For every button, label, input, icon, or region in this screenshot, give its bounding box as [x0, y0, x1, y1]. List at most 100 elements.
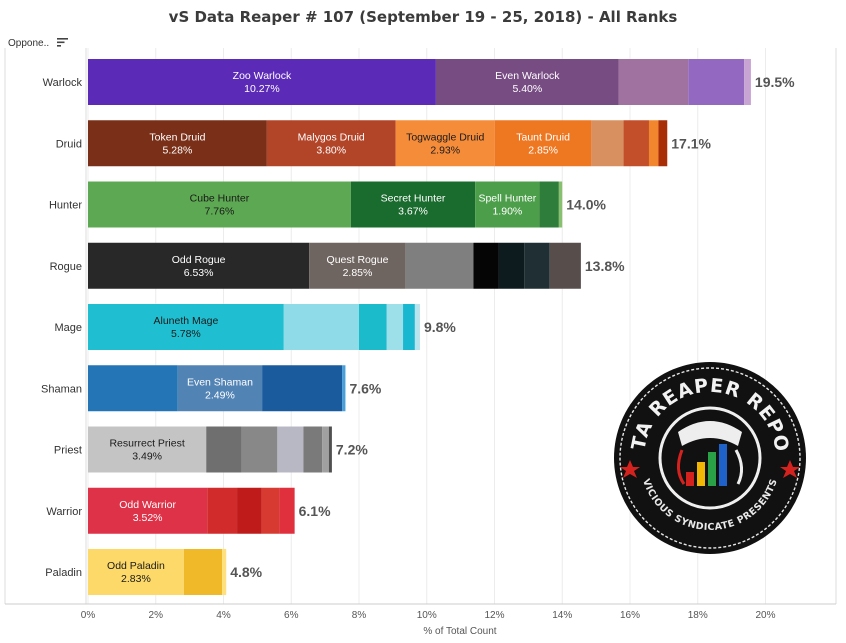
- bar-segment[interactable]: [283, 304, 359, 350]
- bar-segment[interactable]: [277, 426, 304, 473]
- segment-label: Secret Hunter: [381, 193, 446, 205]
- bar-segment[interactable]: [744, 59, 751, 105]
- segment-value-label: 2.85%: [528, 144, 558, 156]
- bar-segment[interactable]: [222, 549, 227, 595]
- x-tick-label: 16%: [620, 610, 640, 621]
- bar-segment[interactable]: [88, 120, 267, 167]
- bar-segment[interactable]: [386, 304, 404, 350]
- segment-value-label: 3.49%: [132, 451, 162, 463]
- bar-segment[interactable]: [623, 120, 649, 167]
- category-label: Rogue: [50, 261, 82, 273]
- segment-value-label: 1.90%: [492, 206, 522, 218]
- x-axis-ticks: 0% 2% 4% 6% 8% 10% 12% 14% 16% 18% 20%: [81, 610, 776, 621]
- bar-segment[interactable]: [549, 242, 581, 289]
- bar-total-label: 6.1%: [299, 503, 331, 519]
- category-label: Warlock: [43, 77, 83, 89]
- bar-segment[interactable]: [395, 120, 495, 167]
- bar-segment[interactable]: [350, 181, 476, 228]
- bar-segment[interactable]: [88, 304, 284, 350]
- bar-segment[interactable]: [88, 181, 351, 228]
- segment-value-label: 3.52%: [133, 512, 163, 524]
- bar-segment[interactable]: [266, 120, 396, 167]
- segment-value-label: 5.78%: [171, 328, 201, 340]
- bar-segment[interactable]: [498, 242, 525, 289]
- bar-segment[interactable]: [359, 304, 387, 350]
- segment-label: Cube Hunter: [190, 193, 250, 205]
- bar-segment[interactable]: [475, 181, 540, 228]
- axis-lines: [4, 48, 837, 605]
- bar-segment[interactable]: [262, 365, 343, 412]
- segment-label: Malygos Druid: [298, 131, 365, 143]
- bar-segment[interactable]: [88, 242, 310, 289]
- x-tick-label: 6%: [284, 610, 299, 621]
- bar-segment[interactable]: [183, 549, 223, 595]
- bar-segment[interactable]: [405, 242, 474, 289]
- segment-value-label: 3.80%: [316, 144, 346, 156]
- bar-segment[interactable]: [177, 365, 263, 412]
- segment-label: Zoo Warlock: [233, 70, 292, 82]
- segment-value-label: 3.67%: [398, 206, 428, 218]
- bar-segment[interactable]: [88, 59, 436, 105]
- x-tick-label: 18%: [688, 610, 708, 621]
- sort-icon[interactable]: [57, 38, 68, 47]
- bar-segment[interactable]: [658, 120, 668, 167]
- bar-segment[interactable]: [309, 242, 406, 289]
- segment-value-label: 2.49%: [205, 389, 235, 401]
- bar-segment[interactable]: [88, 426, 207, 473]
- segment-label: Aluneth Mage: [154, 315, 219, 327]
- bar-segment[interactable]: [207, 487, 238, 534]
- bar-segment[interactable]: [403, 304, 415, 350]
- segment-value-label: 2.83%: [121, 573, 151, 585]
- bar-segment[interactable]: [688, 59, 745, 105]
- bar-segment[interactable]: [88, 549, 184, 595]
- bar-total-label: 4.8%: [230, 564, 262, 580]
- segment-label: Odd Paladin: [107, 560, 165, 572]
- category-labels: Warlock Druid Hunter Rogue Mage Shaman Priest W…: [41, 77, 82, 579]
- bar-segment[interactable]: [524, 242, 550, 289]
- segment-label: Even Shaman: [187, 376, 253, 388]
- bar-segment[interactable]: [414, 304, 420, 350]
- total-labels: 19.5% 17.1% 14.0% 13.8% 9.8% 7.6% 7.2% 6.1% 4.8%: [230, 74, 795, 580]
- x-tick-label: 10%: [417, 610, 437, 621]
- bar-segment[interactable]: [494, 120, 592, 167]
- bar-segment[interactable]: [88, 365, 178, 412]
- category-label: Shaman: [41, 383, 82, 395]
- bar-segment[interactable]: [261, 487, 280, 534]
- segment-label: Token Druid: [149, 131, 205, 143]
- bar-segment[interactable]: [558, 181, 563, 228]
- bar-segment[interactable]: [322, 426, 329, 473]
- bar-segment[interactable]: [435, 59, 619, 105]
- bar-segment[interactable]: [237, 487, 262, 534]
- bar-segment[interactable]: [342, 365, 346, 412]
- x-axis-title: % of Total Count: [423, 626, 496, 637]
- category-label: Mage: [54, 322, 82, 334]
- bar-segment[interactable]: [241, 426, 278, 473]
- x-tick-label: 0%: [81, 610, 96, 621]
- bar-segment[interactable]: [539, 181, 559, 228]
- segment-value-label: 6.53%: [184, 267, 214, 279]
- segment-label: Odd Warrior: [119, 499, 176, 511]
- bar-segment[interactable]: [473, 242, 499, 289]
- bar-segment[interactable]: [618, 59, 689, 105]
- bar-segment[interactable]: [206, 426, 242, 473]
- chart-title: vS Data Reaper # 107 (September 19 - 25,…: [168, 8, 678, 26]
- bar-total-label: 14.0%: [566, 197, 606, 213]
- bar-segment[interactable]: [328, 426, 332, 473]
- segment-value-label: 5.28%: [163, 144, 193, 156]
- bar-segment[interactable]: [591, 120, 624, 167]
- bar-segment[interactable]: [303, 426, 323, 473]
- segment-value-label: 5.40%: [512, 83, 542, 95]
- segment-value-label: 7.76%: [205, 206, 235, 218]
- segment-label: Odd Rogue: [172, 254, 226, 266]
- bar-segment[interactable]: [648, 120, 659, 167]
- category-label: Warrior: [46, 506, 82, 518]
- bar-segment[interactable]: [88, 487, 208, 534]
- bar-segment[interactable]: [279, 487, 295, 534]
- segment-label: Even Warlock: [495, 70, 560, 82]
